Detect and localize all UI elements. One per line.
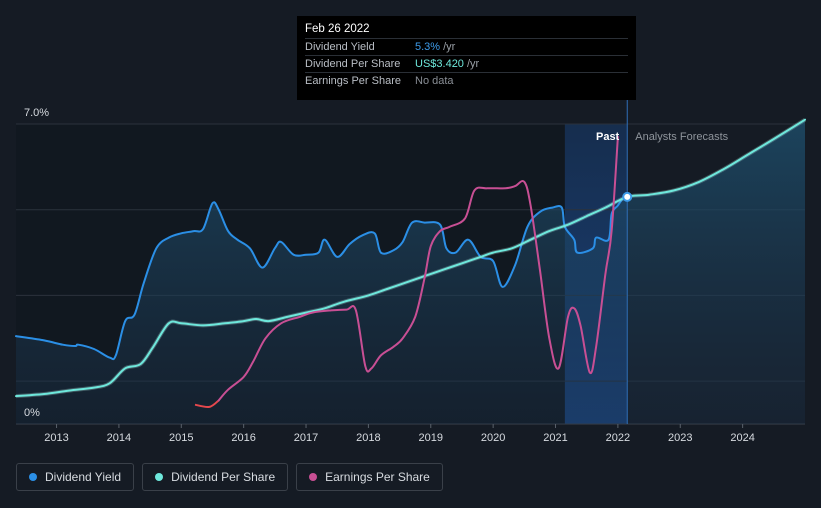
- legend-label: Earnings Per Share: [325, 470, 430, 484]
- legend-dot-icon: [309, 473, 318, 481]
- dividend-yield-line: [15, 195, 629, 361]
- current-marker[interactable]: [622, 191, 633, 202]
- tooltip-row-value: 5.3%: [415, 41, 441, 53]
- x-tick-label: 2021: [543, 432, 567, 444]
- tooltip-row-value: US$3.420: [415, 58, 464, 70]
- tooltip-date: Feb 26 2022: [305, 23, 370, 35]
- x-tick-label: 2016: [231, 432, 255, 444]
- x-tick-label: 2017: [294, 432, 318, 444]
- legend: Dividend Yield Dividend Per Share Earnin…: [16, 463, 443, 491]
- dividend-yield-area: [16, 119, 805, 424]
- legend-label: Dividend Yield: [45, 470, 122, 484]
- legend-label: Dividend Per Share: [171, 470, 276, 484]
- x-tick-label: 2014: [107, 432, 131, 444]
- tooltip-row-earnings-per-share: Earnings Per Share No data: [305, 72, 628, 89]
- tooltip-row-dividend-yield: Dividend Yield 5.3% /yr: [305, 38, 628, 55]
- tooltip-row-label: Dividend Per Share: [305, 58, 401, 70]
- legend-dot-icon: [155, 473, 164, 481]
- x-tick-label: 2015: [169, 432, 193, 444]
- x-tick-label: 2018: [356, 432, 380, 444]
- past-label: Past: [596, 131, 620, 143]
- tooltip-row-unit: /yr: [443, 41, 456, 53]
- legend-item-dividend-yield[interactable]: Dividend Yield: [16, 463, 135, 491]
- earnings-per-share-line: [217, 135, 619, 402]
- x-axis-ticks: 2013 2014 2015 2016 2017 2018 2019 2020 2021 2022…: [44, 424, 755, 444]
- tooltip-row-label: Earnings Per Share: [305, 75, 401, 87]
- x-tick-label: 2013: [44, 432, 68, 444]
- y-axis-max-label: 7.0%: [24, 107, 49, 119]
- x-tick-label: 2022: [606, 432, 630, 444]
- series-lines: [15, 117, 807, 409]
- x-tick-label: 2024: [730, 432, 754, 444]
- tooltip-row-unit: /yr: [466, 58, 480, 70]
- legend-dot-icon: [29, 473, 37, 481]
- legend-item-earnings-per-share[interactable]: Earnings Per Share: [296, 463, 443, 491]
- tooltip-row-label: Dividend Yield: [305, 41, 375, 53]
- legend-item-dividend-per-share[interactable]: Dividend Per Share: [142, 463, 289, 491]
- analysts-forecasts-label: Analysts Forecasts: [635, 131, 728, 143]
- dividend-per-share-line: [15, 118, 806, 398]
- tooltip-row-dividend-per-share: Dividend Per Share US$3.420 /yr: [305, 55, 628, 72]
- tooltip: Feb 26 2022 Dividend Yield 5.3% /yr Divi…: [297, 16, 636, 100]
- tooltip-row-value: No data: [415, 75, 454, 87]
- x-tick-label: 2019: [419, 432, 443, 444]
- earnings-per-share-negative-segment: [194, 399, 220, 409]
- x-tick-label: 2020: [481, 432, 505, 444]
- x-tick-label: 2023: [668, 432, 692, 444]
- y-axis-min-label: 0%: [24, 407, 40, 419]
